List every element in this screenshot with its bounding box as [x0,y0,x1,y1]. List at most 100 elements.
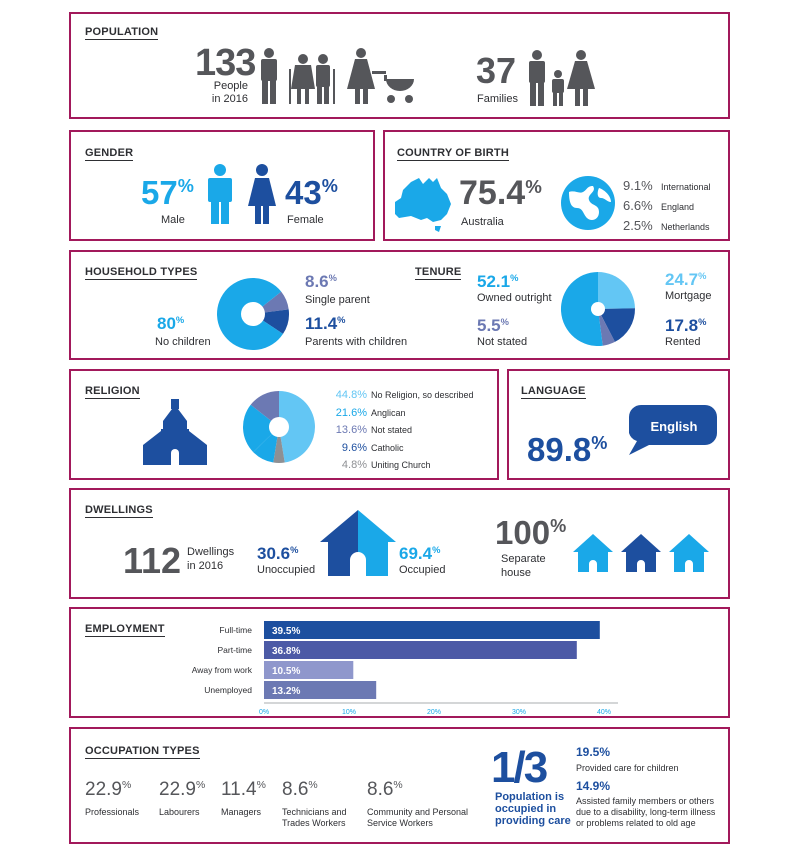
australia-label: Australia [461,216,504,228]
families-label: Families [477,93,518,105]
mortgage-label: Mortgage [665,290,712,302]
australia-value: 75.4% [459,174,542,212]
notstated-label: Not stated [477,336,528,348]
people-label: People in 2016 [211,80,248,105]
occupation-value: 22.9% [85,779,132,800]
female-icon [248,164,276,224]
employment-panel: EMPLOYMENT Full-time 39.5% Part-time 36.8% A… [69,607,730,718]
cob-item: 9.1% International [623,177,733,197]
pie-slice [273,427,285,463]
family-icon [529,50,595,106]
religion-item-label: Anglican [371,407,406,418]
occupation-label: Professionals [85,807,140,817]
cob-item-label: England [661,202,695,212]
pie-slice [598,272,635,309]
care1-value: 19.5% [576,745,611,759]
occupation-item: 8.6% Technicians and Trades Workers [282,779,347,829]
tenure-title: TENURE [415,266,462,280]
single-parent-label: Single parent [305,294,370,306]
pwc-value: 11.4% [305,314,346,333]
household-tenure-panel: HOUSEHOLD TYPES 80% No children 8.6% Sin… [69,250,730,360]
population-title: POPULATION [85,26,159,40]
families-count: 37 [476,50,517,91]
pie-slice [598,309,615,346]
dwellings-total: 112 [123,540,182,581]
language-bubble-text: English [650,419,698,434]
bar-category-label: Unemployed [204,685,252,695]
cob-item: 6.6% England [623,197,733,217]
bar-value-label: 36.8% [272,646,300,657]
dwellings-panel: DWELLINGS 112 Dwellings in 2016 30.6% Un… [69,488,730,599]
houses-icon [573,534,709,572]
care-fraction: 1/3 [491,743,548,792]
bar-category-label: Away from work [192,665,253,675]
separate-value: 100% [495,514,567,551]
female-label: Female [287,214,324,226]
occupation-item: 22.9% Labourers [159,779,205,818]
language-value: 89.8% [527,431,608,468]
no-children-value: 80% [157,314,185,333]
pie-slice [243,404,279,453]
mortgage-value: 24.7% [665,270,707,289]
pie-slice [560,272,603,346]
cob-item-value: 9.1% [623,178,653,193]
religion-item: 4.8% Uniting Church [327,455,474,473]
care1-label: Provided care for children [576,763,679,773]
pie-hole [241,302,265,326]
occupied-label: Occupied [399,564,446,576]
religion-legend: 44.8% No Religion, so described 21.6% Angli… [327,385,474,473]
pie-hole [591,302,605,316]
cob-title: COUNTRY OF BIRTH [397,147,509,161]
unoccupied-label: Unoccupied [257,564,316,576]
religion-pie [243,391,315,463]
household-title: HOUSEHOLD TYPES [85,266,198,280]
occupied-value: 69.4% [399,544,441,563]
religion-item: 9.6% Catholic [327,438,474,456]
occupation-label: Trades Workers [282,818,346,828]
pie-slice [253,427,279,463]
x-tick-label: 0% [259,709,269,716]
unoccupied-value: 30.6% [257,544,299,563]
occupation-item: 8.6% Community and Personal Service Worker… [367,779,468,829]
cob-item-value: 6.6% [623,198,653,213]
religion-item-value: 44.8% [335,389,367,401]
owned-label: Owned outright [477,292,552,304]
church-icon [143,399,207,465]
globe-icon [561,176,615,230]
single-parent-value: 8.6% [305,272,337,291]
male-icon [208,164,232,224]
occupation-panel: OCCUPATION TYPES 22.9% Professionals 22.9%… [69,727,730,844]
bar [264,681,377,699]
dwellings-total-label: Dwellings in 2016 [187,546,235,572]
household-pie [217,277,289,350]
occupation-label: Community and Personal [367,807,469,817]
cob-item-label: International [661,182,711,192]
bar-value-label: 10.5% [272,666,300,677]
occupation-value: 11.4% [221,779,266,800]
religion-item-value: 4.8% [341,459,367,471]
pie-slice [598,308,635,342]
notstated-value: 5.5% [477,316,509,335]
religion-item-label: No Religion, so described [371,390,474,400]
people-group-icon [261,48,414,104]
occupation-value: 8.6% [282,779,318,800]
cob-item-value: 2.5% [623,218,653,233]
owned-value: 52.1% [477,272,519,291]
employment-chart: Full-time 39.5% Part-time 36.8% Away from wo… [192,621,618,716]
people-count: 133 [195,42,256,84]
religion-item: 44.8% No Religion, so described [327,385,474,403]
language-panel: LANGUAGE 89.8% English [507,369,730,480]
tenure-pie [560,272,635,346]
bar [264,621,600,639]
cob-item: 2.5% Netherlands [623,217,733,237]
house-split-icon [320,510,396,576]
religion-item-label: Catholic [371,442,404,453]
pie-slice [279,391,315,463]
religion-item-value: 9.6% [341,441,367,454]
pie-hole [269,417,289,437]
bar [264,641,577,659]
employment-title: EMPLOYMENT [85,623,165,637]
no-children-label: No children [155,336,211,348]
rented-label: Rented [665,336,701,348]
bar-category-label: Part-time [218,645,253,655]
